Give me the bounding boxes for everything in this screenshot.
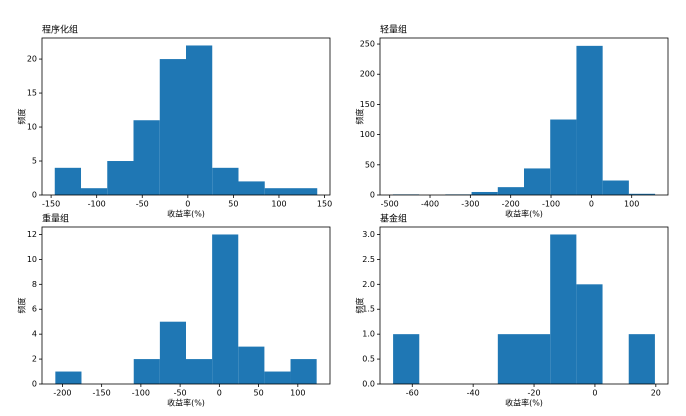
y-tick-label: 0.0 xyxy=(362,380,375,389)
x-axis-label: 收益率(%) xyxy=(167,398,205,408)
y-tick-label: 8 xyxy=(32,280,37,289)
bar xyxy=(81,188,108,195)
bar xyxy=(497,187,524,195)
axes-frame xyxy=(379,37,669,196)
x-tick-label: -50 xyxy=(174,389,187,398)
x-tick-label: 150 xyxy=(317,200,332,209)
y-axis-label: 频度 xyxy=(355,298,365,314)
y-tick-label: 5 xyxy=(32,157,37,166)
x-axis-label: 收益率(%) xyxy=(505,209,543,219)
bar xyxy=(550,119,577,195)
x-tick-label: 50 xyxy=(228,200,238,209)
bar xyxy=(264,188,291,195)
bar xyxy=(628,193,656,195)
y-axis-label: 频度 xyxy=(17,298,27,314)
y-tick-label: 0 xyxy=(32,191,37,200)
x-axis-label: 收益率(%) xyxy=(167,209,205,219)
axes-frame xyxy=(41,226,331,385)
bar xyxy=(238,181,265,195)
bar xyxy=(471,191,498,195)
y-tick-label: 0.5 xyxy=(362,355,375,364)
bar xyxy=(133,359,160,384)
x-tick-label: -40 xyxy=(467,389,480,398)
bar xyxy=(212,234,239,384)
x-tick-label: 100 xyxy=(271,200,286,209)
x-tick-label: -60 xyxy=(406,389,419,398)
bar xyxy=(550,234,577,384)
x-tick-label: 50 xyxy=(253,389,263,398)
bar xyxy=(524,168,551,195)
axes-frame xyxy=(379,226,669,385)
y-tick-label: 3.0 xyxy=(362,230,375,239)
bar xyxy=(107,161,134,195)
bar xyxy=(393,334,420,384)
x-tick-label: -100 xyxy=(88,200,106,209)
y-tick-label: 2.0 xyxy=(362,280,375,289)
bar xyxy=(159,59,186,196)
axes-frame xyxy=(41,37,331,196)
chart-title: 轻量组 xyxy=(380,24,407,36)
bar xyxy=(497,334,524,384)
y-tick-label: 100 xyxy=(360,130,375,139)
y-axis-label: 频度 xyxy=(17,109,27,125)
y-tick-label: 12 xyxy=(27,230,37,239)
bar xyxy=(238,346,265,384)
chart-title: 程序化组 xyxy=(42,24,78,36)
x-tick-label: -100 xyxy=(542,200,560,209)
x-tick-label: 0 xyxy=(217,389,222,398)
bar xyxy=(159,321,186,384)
bar xyxy=(290,188,318,195)
y-tick-label: 20 xyxy=(27,55,37,64)
y-tick-label: 1.0 xyxy=(362,330,375,339)
bar xyxy=(55,371,82,384)
bar xyxy=(602,180,629,195)
y-tick-label: 10 xyxy=(27,255,37,264)
y-axis-label: 频度 xyxy=(355,109,365,125)
x-tick-label: -200 xyxy=(502,200,520,209)
y-tick-label: 0 xyxy=(32,380,37,389)
y-tick-label: 50 xyxy=(365,160,375,169)
y-tick-label: 4 xyxy=(32,330,37,339)
bar xyxy=(576,45,603,195)
x-tick-label: -20 xyxy=(528,389,541,398)
y-tick-label: 15 xyxy=(27,89,37,98)
chart-title: 基金组 xyxy=(380,213,407,225)
x-tick-label: 0 xyxy=(185,200,190,209)
y-tick-label: 250 xyxy=(360,40,375,49)
y-tick-label: 6 xyxy=(32,305,37,314)
y-tick-label: 2 xyxy=(32,355,37,364)
bar xyxy=(264,371,291,384)
x-axis-label: 收益率(%) xyxy=(505,398,543,408)
x-tick-label: -500 xyxy=(381,200,399,209)
x-tick-label: 20 xyxy=(651,389,661,398)
chart-title: 重量组 xyxy=(42,213,69,225)
x-tick-label: 0 xyxy=(589,200,594,209)
x-tick-label: -150 xyxy=(42,200,60,209)
y-tick-label: 150 xyxy=(360,100,375,109)
bar xyxy=(186,45,213,195)
x-tick-label: 0 xyxy=(592,389,597,398)
y-tick-label: 10 xyxy=(27,123,37,132)
y-tick-label: 200 xyxy=(360,70,375,79)
bar xyxy=(212,167,239,195)
x-tick-label: -300 xyxy=(461,200,479,209)
x-tick-label: -400 xyxy=(421,200,439,209)
x-tick-label: -200 xyxy=(53,389,71,398)
x-tick-label: -150 xyxy=(93,389,111,398)
bar xyxy=(628,334,655,384)
x-tick-label: 100 xyxy=(624,200,639,209)
x-tick-label: -100 xyxy=(132,389,150,398)
y-tick-label: 0 xyxy=(370,191,375,200)
bar xyxy=(290,359,317,384)
y-tick-label: 2.5 xyxy=(362,255,375,264)
y-tick-label: 1.5 xyxy=(362,305,375,314)
bar xyxy=(524,334,551,384)
bar xyxy=(186,359,213,384)
x-tick-label: 100 xyxy=(290,389,305,398)
bar xyxy=(576,284,603,384)
bar xyxy=(54,167,82,195)
x-tick-label: -50 xyxy=(136,200,149,209)
bar xyxy=(133,120,160,195)
